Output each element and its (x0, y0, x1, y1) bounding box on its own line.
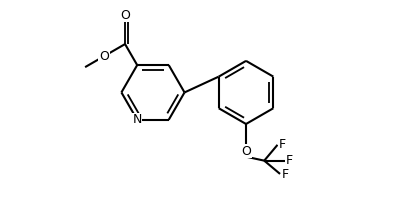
Text: F: F (286, 154, 293, 167)
Text: O: O (120, 9, 130, 22)
Text: N: N (132, 113, 142, 126)
Text: O: O (99, 50, 109, 63)
Text: F: F (279, 138, 286, 151)
Text: F: F (281, 168, 288, 181)
Text: O: O (241, 145, 251, 158)
